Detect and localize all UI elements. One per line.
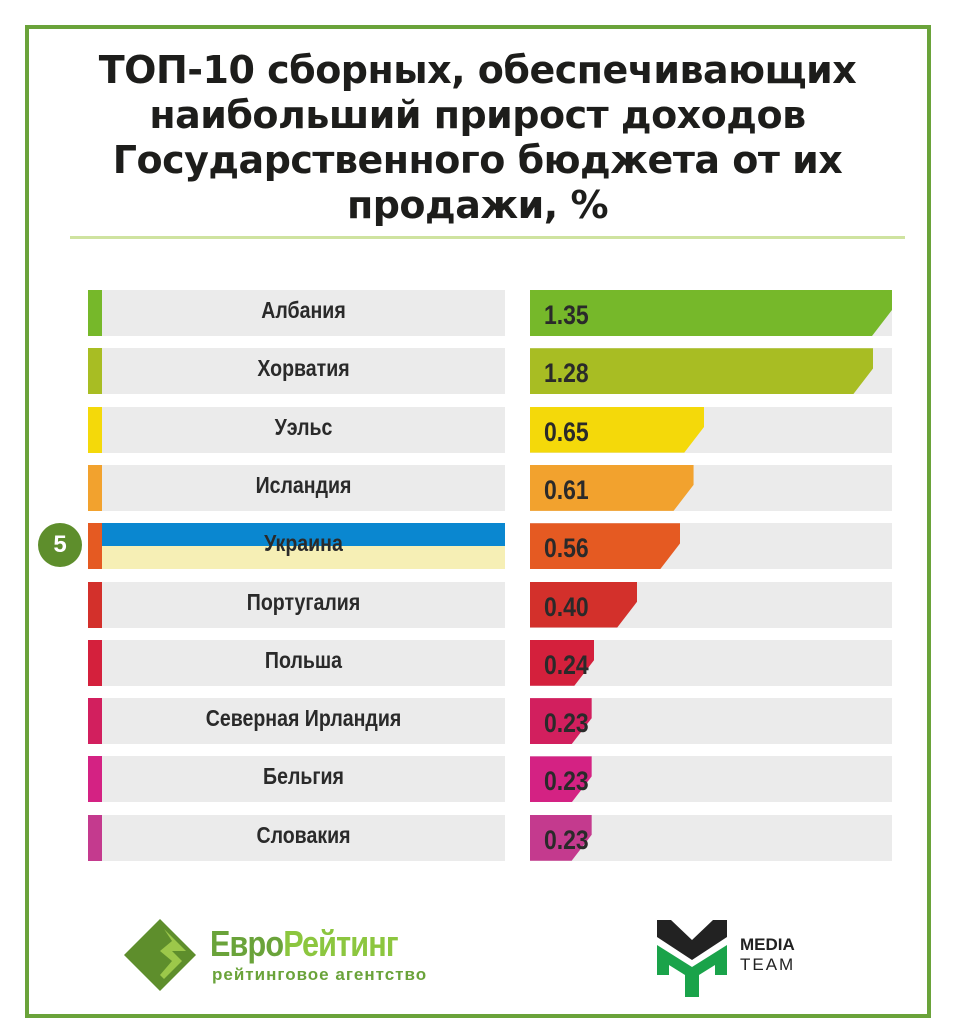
bar-track: 0.61 [530,464,892,511]
bar-row: Словакия 0.23 [88,814,892,861]
category-label-box: Северная Ирландия [88,698,505,745]
category-label-box: Бельгия [88,756,505,803]
color-stripe [88,348,102,395]
color-stripe [88,406,102,453]
bar [530,407,704,453]
color-stripe [88,756,102,803]
value-label: 0.56 [544,533,589,564]
color-stripe [88,464,102,511]
color-stripe [88,814,102,861]
bar-track: 1.35 [530,290,892,336]
bar-row: Северная Ирландия 0.23 [88,698,892,745]
bar-track: 0.65 [530,406,892,453]
media-team-line2: TEAM [740,955,796,974]
category-label: Словакия [256,821,351,848]
category-label: Португалия [246,588,361,615]
category-label: Бельгия [263,763,344,790]
category-label-box: Хорватия [88,348,505,395]
value-label: 0.23 [544,766,589,797]
value-label: 0.61 [544,474,589,505]
media-team-line1: MEDIA [740,935,795,954]
eurorating-mark-icon [124,919,196,991]
bar [530,290,892,336]
color-stripe [88,698,102,745]
bar-track: 0.40 [530,581,892,628]
bar-row: Хорватия 1.28 [88,348,892,395]
category-label-box: Словакия [88,814,505,861]
category-label: Северная Ирландия [205,705,402,732]
category-label: Уэльс [274,413,333,440]
bar-row: Украина 0.56 [88,523,892,570]
bar-row: Польша 0.24 [88,639,892,686]
value-label: 0.23 [544,824,589,855]
bar [530,348,873,394]
category-label-box: Польша [88,639,505,686]
bar [530,582,637,628]
media-team-mark-icon [657,920,727,997]
category-label: Хорватия [257,355,350,382]
bar [530,465,694,511]
bar [530,523,680,569]
category-label-box: Албания [88,290,505,336]
title-divider [70,236,905,239]
category-label: Польша [264,646,343,673]
bar-row: Бельгия 0.23 [88,756,892,803]
color-stripe [88,639,102,686]
eurorating-subtitle: рейтинговое агентство [212,965,428,984]
value-label: 1.35 [544,300,589,330]
rank-badge: 5 [38,523,82,567]
bar-row: Португалия 0.40 [88,581,892,628]
chart-title: ТОП-10 сборных, обеспечивающих наибольши… [98,48,857,227]
category-label-box: Исландия [88,464,505,511]
frame-border [25,25,931,1018]
bar-track: 0.56 [530,523,892,570]
value-label: 0.24 [544,649,589,680]
bar-track: 0.23 [530,756,892,803]
value-label: 0.65 [544,416,589,447]
category-label-box: Украина [88,523,505,570]
eurorating-logo: ЕвроРейтинг рейтинговое агентство [120,915,460,995]
bar-row: Исландия 0.61 [88,464,892,511]
category-label-box: Уэльс [88,406,505,453]
color-stripe [88,523,102,570]
bar-track: 0.24 [530,639,892,686]
color-stripe [88,581,102,628]
bar-row: Албания 1.35 [88,290,892,336]
value-label: 1.28 [544,358,589,389]
category-label: Исландия [255,471,352,498]
category-label: Албания [261,297,346,323]
bar-track: 0.23 [530,814,892,861]
bar-track: 1.28 [530,348,892,395]
bar-track: 0.23 [530,698,892,745]
eurorating-name: ЕвроРейтинг [210,923,399,964]
category-label: Украина [264,530,343,557]
value-label: 0.23 [544,708,589,739]
category-label-box: Португалия [88,581,505,628]
bar-row: Уэльс 0.65 [88,406,892,453]
value-label: 0.40 [544,591,589,622]
color-stripe [88,290,102,336]
media-team-logo: MEDIA TEAM [655,915,815,1000]
